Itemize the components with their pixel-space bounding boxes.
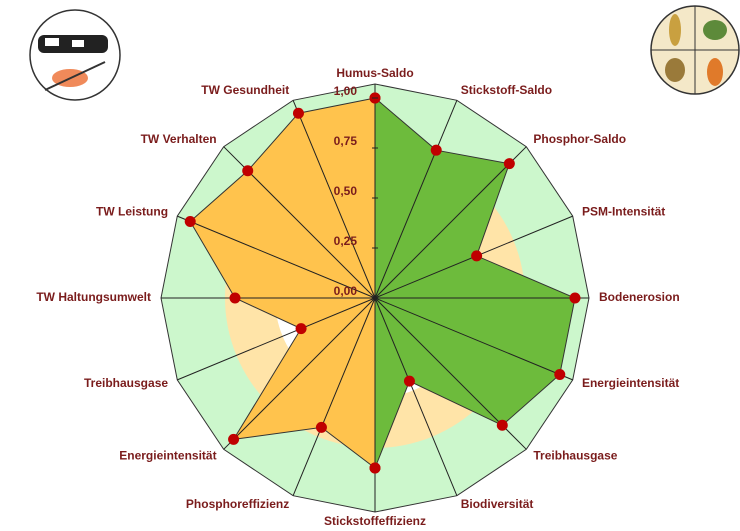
axis-label: Stickstoff-Saldo [461,83,552,97]
axis-label: Humus-Saldo [336,66,413,80]
axis-label: TW Verhalten [141,132,217,146]
data-point [316,422,327,433]
data-point [471,250,482,261]
axis-label: Treibhausgase [533,449,617,463]
axis-label: Stickstoffeffizienz [324,514,426,528]
axis-label: Phosphoreffizienz [186,497,289,511]
axis-label: Biodiversität [461,497,534,511]
axis-label: TW Leistung [96,204,168,218]
axis-label: Energieintensität [119,449,216,463]
data-point [404,376,415,387]
data-point [554,369,565,380]
data-point [370,463,381,474]
tick-label: 0,25 [334,234,358,248]
tick-label: 0,75 [334,134,358,148]
data-point [242,165,253,176]
chart: 0,00 0,25 0,50 0,75 1,00 Humus-Saldo Stickstof… [0,0,740,531]
axis-label: Energieintensität [582,376,679,390]
data-point [296,323,307,334]
data-point [570,293,581,304]
data-point [228,434,239,445]
plant-icon [651,6,739,94]
data-point [497,420,508,431]
data-point [431,145,442,156]
axis-label: Bodenerosion [599,290,680,304]
data-point [504,158,515,169]
axis-label: TW Gesundheit [201,83,289,97]
animal-icon [30,10,120,100]
tick-label: 0,00 [334,284,358,298]
axis-label: PSM-Intensität [582,204,665,218]
axis-label: Phosphor-Saldo [533,132,626,146]
axis-label: TW Haltungsumwelt [36,290,151,304]
data-point [185,216,196,227]
data-point [230,293,241,304]
tick-label: 1,00 [334,84,358,98]
axis-label: Treibhausgase [84,376,168,390]
data-point [293,108,304,119]
tick-label: 0,50 [334,184,358,198]
